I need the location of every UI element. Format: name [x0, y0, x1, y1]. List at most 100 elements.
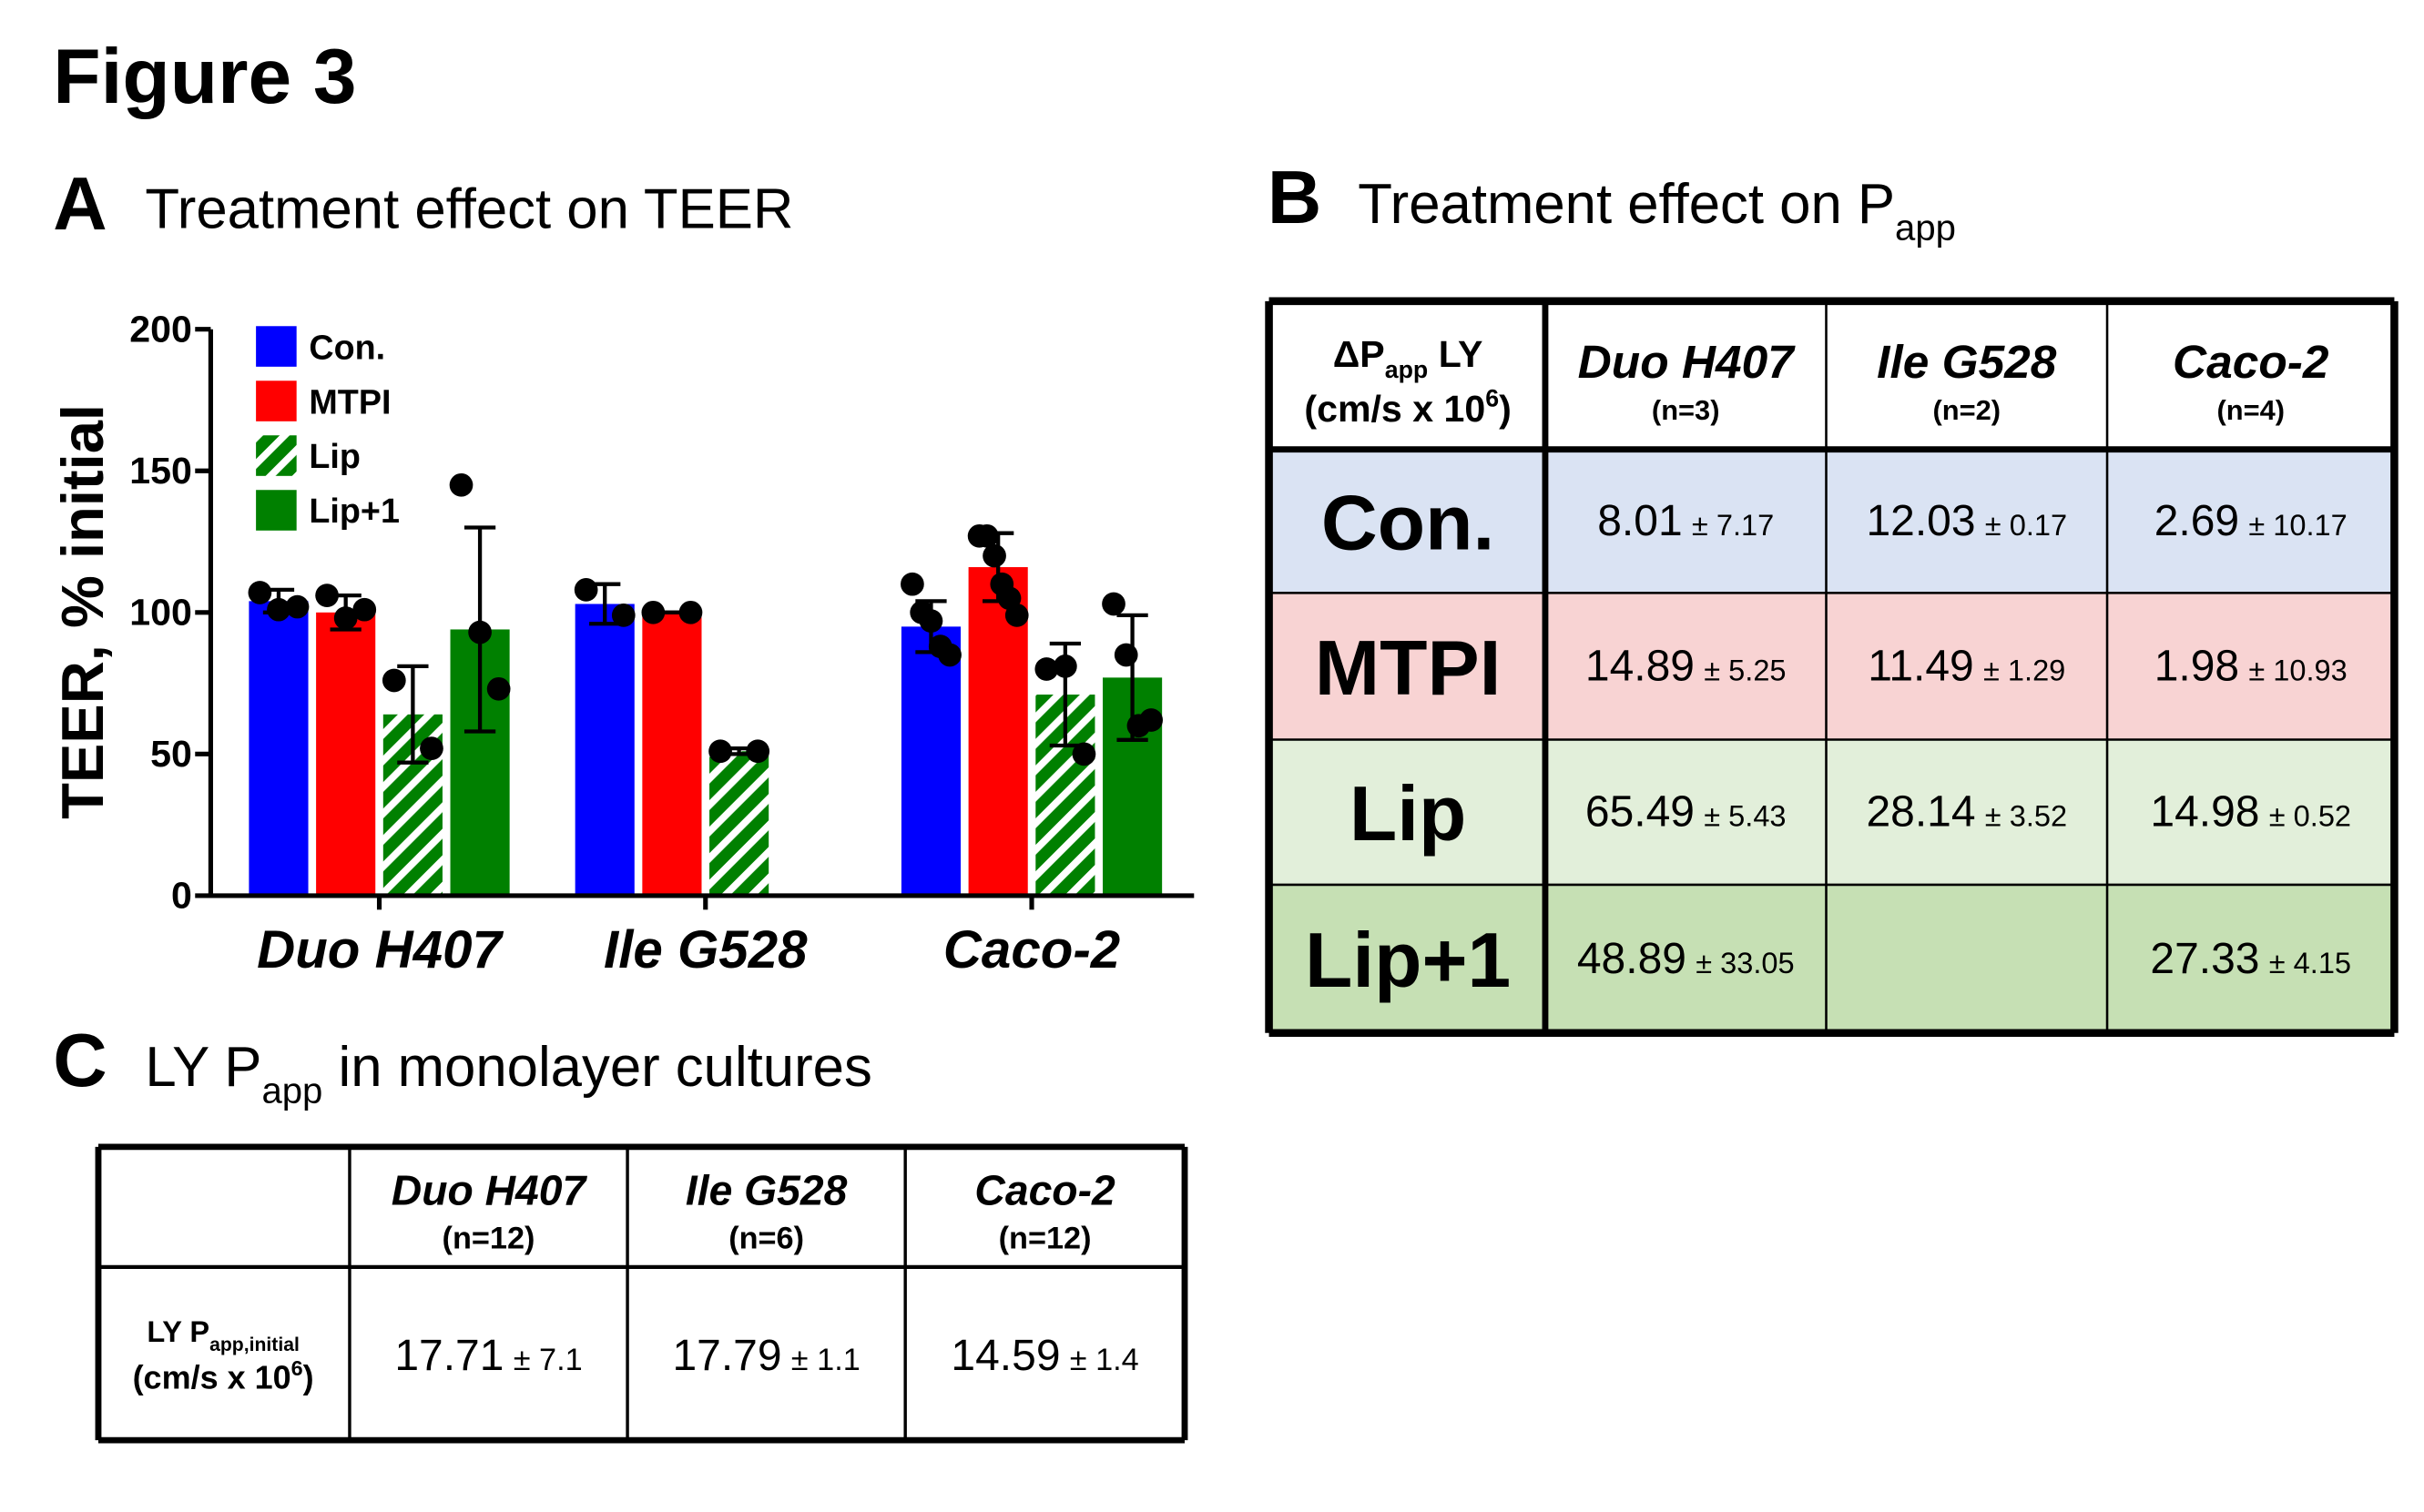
y-tick-label: 0 — [171, 875, 192, 917]
subscript: app — [1895, 208, 1956, 249]
legend-swatch — [256, 490, 297, 531]
x-tick-label: Duo H407 — [257, 920, 504, 979]
cell: 11.49 ± 1.29 — [1868, 642, 2065, 690]
text-part: ΔP — [1333, 333, 1385, 375]
row-background — [1268, 593, 1545, 740]
cell-error: ± 7.1 — [514, 1343, 583, 1377]
panel-letter: A — [53, 163, 107, 246]
data-point — [1139, 708, 1164, 732]
cell: 8.01 ± 7.17 — [1597, 497, 1774, 545]
data-point — [333, 606, 358, 630]
cell-error: ± 3.52 — [1985, 800, 2067, 833]
y-tick-label: 150 — [129, 450, 192, 492]
text-part: LY — [1428, 333, 1482, 375]
row-background — [1544, 739, 2395, 885]
legend-label: MTPI — [309, 382, 391, 421]
row-background — [1268, 449, 1545, 594]
x-tick-label: Ile G528 — [604, 920, 808, 979]
cell-value: 14.89 — [1585, 642, 1695, 690]
cell: 2.69 ± 10.17 — [2154, 497, 2348, 545]
cell: 14.59 ± 1.4 — [951, 1332, 1138, 1380]
bar — [901, 626, 962, 896]
text-part: (cm/s x 10 — [133, 1359, 291, 1396]
panel-letter: C — [53, 1020, 107, 1102]
y-axis-label: TEER, % initial — [49, 404, 116, 819]
cell-value: 17.79 — [672, 1332, 781, 1380]
bar — [316, 612, 376, 896]
cell-value: 17.71 — [394, 1332, 504, 1380]
data-point — [352, 597, 377, 622]
cell-error: ± 0.52 — [2269, 800, 2351, 833]
column-n: (n=2) — [1932, 394, 2001, 426]
x-tick-label: Caco-2 — [943, 920, 1120, 979]
cell-error: ± 1.4 — [1070, 1343, 1139, 1377]
cell-value: 14.98 — [2150, 788, 2259, 837]
bar — [709, 751, 769, 896]
row-background — [1268, 739, 1545, 885]
cell-error: ± 5.43 — [1704, 800, 1786, 833]
data-point — [1004, 604, 1029, 627]
data-point — [315, 583, 339, 607]
cell-error: ± 1.1 — [791, 1343, 861, 1377]
cell-value: 11.49 — [1868, 642, 1974, 690]
legend-swatch — [256, 435, 297, 476]
cell-error: ± 0.17 — [1985, 509, 2067, 542]
data-point — [1072, 742, 1096, 766]
header-label: ΔPapp LY — [1333, 333, 1483, 383]
cell: 12.03 ± 0.17 — [1866, 497, 2067, 545]
chart-title: Treatment effect on TEER — [145, 178, 793, 240]
data-point — [1034, 657, 1059, 681]
column-n: (n=6) — [728, 1221, 804, 1255]
column-n: (n=12) — [443, 1221, 535, 1255]
cell: 14.98 ± 0.52 — [2150, 788, 2351, 837]
data-point — [267, 597, 290, 622]
row-background — [1544, 593, 2395, 740]
y-tick-label: 50 — [150, 733, 192, 775]
bar — [249, 601, 309, 896]
row-label: LY Papp,initial — [147, 1315, 300, 1355]
text-part: LY P — [145, 1036, 261, 1099]
cell-value: 48.89 — [1577, 935, 1686, 983]
column-n: (n=3) — [1652, 394, 1720, 426]
cell-value: 1.98 — [2154, 642, 2239, 690]
row-background — [1268, 884, 1545, 1033]
y-tick-label: 100 — [129, 592, 192, 634]
data-point — [983, 543, 1006, 568]
column-n: (n=4) — [2216, 394, 2285, 426]
cell-error: ± 7.17 — [1692, 509, 1774, 542]
panel-letter: B — [1268, 157, 1321, 239]
data-point — [285, 594, 310, 619]
cell-value: 27.33 — [2150, 935, 2259, 983]
data-point — [708, 739, 732, 764]
data-point — [974, 523, 999, 548]
text-part: ) — [1499, 388, 1512, 430]
bar — [575, 604, 635, 896]
data-point — [449, 472, 474, 497]
table-title: Treatment effect on Papp — [1358, 173, 1956, 249]
data-point — [901, 572, 924, 596]
legend-label: Con. — [309, 328, 385, 366]
cell: 27.33 ± 4.15 — [2150, 935, 2351, 983]
data-point — [938, 643, 962, 667]
table-title: LY Papp in monolayer cultures — [145, 1036, 871, 1111]
row-background — [1544, 884, 2395, 1033]
cell: 14.89 ± 5.25 — [1585, 642, 1787, 690]
bar — [642, 612, 702, 896]
data-point — [1114, 643, 1138, 667]
data-point — [248, 581, 272, 604]
subscript: app — [261, 1071, 322, 1111]
column-header: Caco-2 — [2173, 335, 2329, 388]
cell-error: ± 1.29 — [1983, 654, 2065, 686]
subscript: app,initial — [209, 1334, 300, 1355]
cell-value: 65.49 — [1585, 788, 1695, 837]
cell-error: ± 4.15 — [2269, 947, 2351, 979]
row-label: Con. — [1321, 479, 1494, 566]
data-point — [1054, 655, 1077, 678]
data-point — [468, 620, 492, 644]
row-label: Lip+1 — [1305, 917, 1511, 1004]
legend-label: Lip — [309, 437, 361, 475]
row-label: MTPI — [1315, 624, 1502, 712]
cell-value: 8.01 — [1597, 497, 1682, 545]
